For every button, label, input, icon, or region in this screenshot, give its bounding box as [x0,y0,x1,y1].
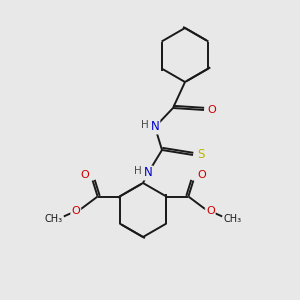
Text: N: N [144,167,152,179]
Text: S: S [197,148,205,161]
Text: O: O [71,206,80,217]
Text: O: O [208,105,216,115]
Text: H: H [134,166,142,176]
Text: CH₃: CH₃ [45,214,63,224]
Text: CH₃: CH₃ [223,214,242,224]
Text: O: O [197,170,206,181]
Text: O: O [206,206,215,217]
Text: H: H [141,120,149,130]
Text: N: N [151,121,159,134]
Text: O: O [80,170,89,181]
